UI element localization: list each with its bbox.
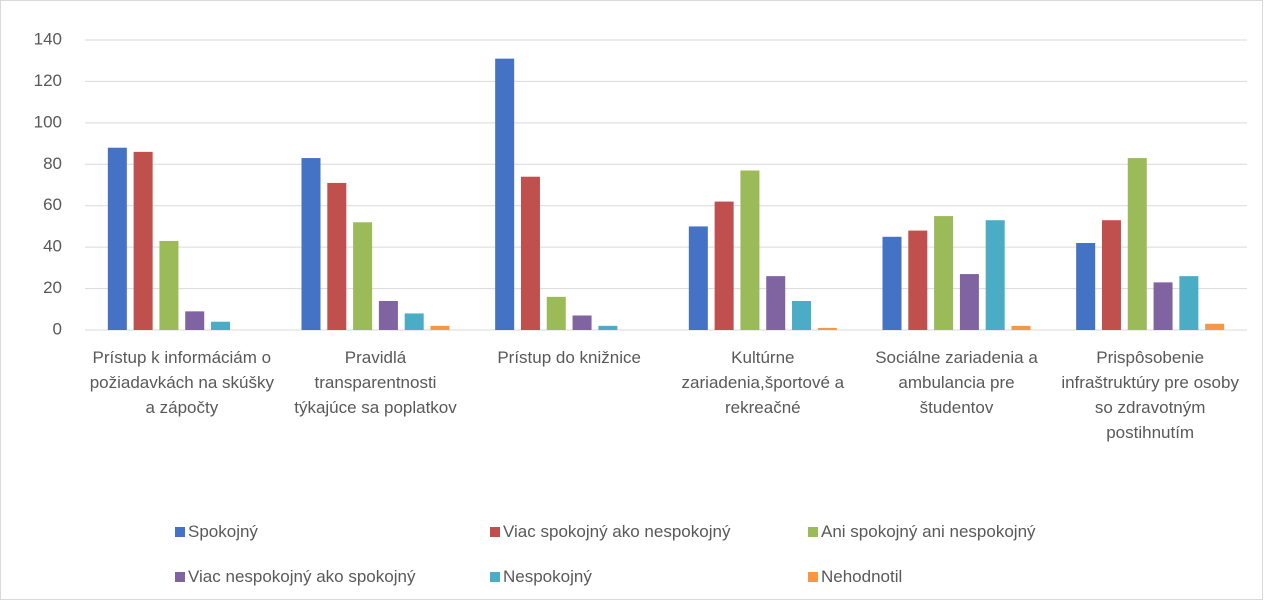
bar [572, 315, 592, 330]
bar [107, 147, 127, 330]
bar [766, 276, 786, 330]
y-tick-label: 140 [34, 29, 62, 48]
bar [1127, 158, 1147, 330]
bar [404, 313, 424, 330]
legend-item: Viac spokojný ako nespokojný [490, 522, 730, 542]
y-tick-label: 40 [43, 237, 62, 256]
legend-item: Spokojný [175, 522, 258, 542]
y-tick-label: 100 [34, 112, 62, 131]
legend-label: Viac spokojný ako nespokojný [503, 522, 731, 541]
legend-label: Spokojný [188, 522, 258, 541]
bar [185, 311, 205, 330]
bar [430, 325, 450, 330]
bar [159, 240, 179, 330]
bar [546, 296, 566, 330]
bar [378, 301, 398, 330]
legend-label: Nehodnotil [821, 567, 903, 586]
legend-label: Nespokojný [503, 567, 592, 586]
legend-item: Nehodnotil [808, 567, 902, 587]
legend-item: Ani spokojný ani nespokojný [808, 522, 1036, 542]
bar [520, 176, 540, 330]
bar [740, 170, 760, 330]
y-tick-label: 0 [53, 319, 62, 338]
bar [688, 226, 708, 330]
bar [934, 216, 954, 330]
y-tick-label: 120 [34, 71, 62, 90]
x-tick-label: Prispôsobenie infraštruktúry pre osoby s… [1061, 348, 1239, 442]
bar [598, 325, 618, 330]
bar [133, 151, 153, 330]
legend-swatch [808, 527, 818, 537]
bar [792, 301, 812, 330]
legend-item: Viac nespokojný ako spokojný [175, 567, 415, 587]
x-tick-label: Pravidlá transparentnosti týkajúce sa po… [294, 348, 457, 417]
bar [1011, 325, 1031, 330]
legend-swatch [175, 572, 185, 582]
bar [1101, 220, 1121, 330]
legend-swatch [175, 527, 185, 537]
y-tick-label: 60 [43, 195, 62, 214]
legend-label: Viac nespokojný ako spokojný [188, 567, 416, 586]
bar [353, 222, 373, 330]
legend-swatch [490, 527, 500, 537]
bar [959, 274, 979, 330]
bar [908, 230, 928, 330]
bar [1205, 323, 1225, 330]
bar [882, 236, 902, 330]
bar [1179, 276, 1199, 330]
bar [985, 220, 1005, 330]
bar [1076, 243, 1096, 330]
x-tick-label: Sociálne zariadenia a ambulancia pre štu… [875, 348, 1038, 417]
legend-label: Ani spokojný ani nespokojný [821, 522, 1036, 541]
bar [327, 182, 347, 330]
bar [495, 58, 515, 331]
bar [301, 158, 321, 330]
legend-item: Nespokojný [490, 567, 592, 587]
x-tick-label: Kultúrne zariadenia,športové a rekreačné [681, 348, 845, 417]
legend-swatch [490, 572, 500, 582]
y-tick-label: 20 [43, 278, 62, 297]
bar [817, 327, 837, 330]
legend-swatch [808, 572, 818, 582]
x-tick-label: Prístup k informáciám o požiadavkách na … [89, 348, 274, 417]
bar [714, 201, 734, 330]
bar [211, 321, 231, 330]
y-tick-label: 80 [43, 154, 62, 173]
x-tick-label: Prístup do knižnice [497, 348, 641, 367]
bar [1153, 282, 1173, 330]
